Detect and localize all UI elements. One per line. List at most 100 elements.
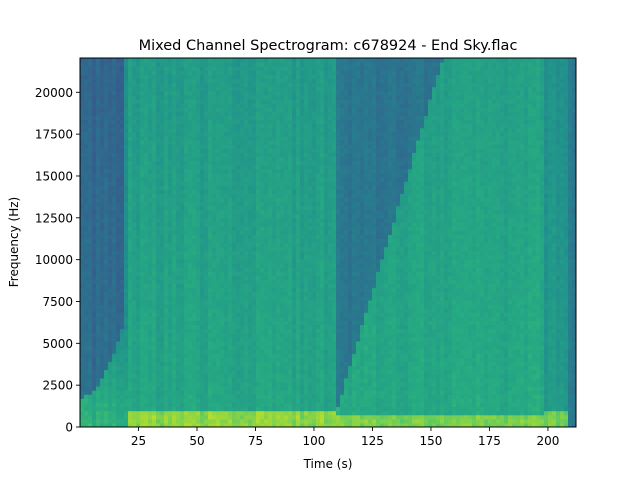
spectrogram-cell (112, 90, 117, 96)
spectrogram-cell (176, 156, 181, 162)
spectrogram-cell (140, 340, 145, 346)
spectrogram-cell (208, 230, 213, 235)
spectrogram-cell (240, 111, 245, 116)
spectrogram-cell (224, 361, 229, 367)
spectrogram-cell (92, 172, 97, 178)
spectrogram-cell (268, 291, 273, 297)
spectrogram-cell (280, 217, 285, 223)
spectrogram-cell (220, 66, 225, 71)
spectrogram-cell (280, 328, 285, 334)
spectrogram-cell (84, 70, 89, 75)
spectrogram-cell (180, 176, 185, 182)
spectrogram-cell (212, 103, 217, 108)
spectrogram-cell (84, 135, 89, 141)
spectrogram-cell (172, 422, 177, 427)
spectrogram-cell (164, 74, 169, 80)
spectrogram-cell (168, 312, 173, 317)
spectrogram-cell (204, 205, 209, 211)
spectrogram-cell (272, 267, 277, 272)
spectrogram-cell (280, 234, 285, 239)
spectrogram-cell (256, 406, 261, 412)
spectrogram-cell (180, 369, 185, 375)
spectrogram-cell (256, 312, 261, 317)
spectrogram-cell (272, 107, 277, 112)
spectrogram-cell (220, 160, 225, 166)
spectrogram-cell (136, 340, 141, 346)
spectrogram-cell (264, 291, 269, 297)
spectrogram-cell (180, 328, 185, 334)
spectrogram-cell (124, 312, 129, 317)
spectrogram-cell (292, 267, 297, 272)
spectrogram-cell (128, 254, 133, 260)
spectrogram-cell (104, 365, 109, 371)
spectrogram-cell (236, 312, 241, 317)
spectrogram-cell (120, 230, 125, 235)
spectrogram-cell (188, 176, 193, 182)
spectrogram-cell (232, 275, 237, 280)
spectrogram-cell (144, 103, 149, 108)
spectrogram-cell (148, 283, 153, 289)
spectrogram-cell (80, 176, 85, 182)
spectrogram-cell (212, 193, 217, 198)
spectrogram-cell (232, 189, 237, 194)
spectrogram-cell (204, 410, 209, 416)
spectrogram-cell (268, 340, 273, 346)
spectrogram-cell (204, 390, 209, 395)
spectrogram-cell (292, 213, 297, 219)
spectrogram-cell (272, 316, 277, 321)
spectrogram-cell (152, 94, 157, 100)
spectrogram-cell (256, 209, 261, 215)
spectrogram-cell (284, 398, 289, 403)
spectrogram-cell (256, 140, 261, 145)
spectrogram-cell (164, 193, 169, 198)
spectrogram-cell (248, 103, 253, 108)
spectrogram-cell (132, 398, 137, 403)
spectrogram-cell (256, 250, 261, 256)
spectrogram-cell (184, 201, 189, 207)
spectrogram-cell (264, 176, 269, 182)
spectrogram-cell (252, 189, 257, 194)
spectrogram-cell (228, 66, 233, 71)
spectrogram-cell (200, 381, 205, 387)
spectrogram-cell (192, 336, 197, 342)
spectrogram-cell (244, 222, 249, 227)
spectrogram-cell (280, 164, 285, 170)
spectrogram-cell (156, 291, 161, 297)
spectrogram-cell (168, 406, 173, 412)
spectrogram-cell (236, 291, 241, 297)
spectrogram-cell (272, 185, 277, 190)
spectrogram-cell (208, 148, 213, 153)
spectrogram-cell (228, 422, 233, 427)
spectrogram-cell (296, 172, 301, 178)
spectrogram-cell (100, 316, 105, 321)
spectrogram-cell (152, 62, 157, 67)
spectrogram-cell (296, 267, 301, 272)
spectrogram-cell (196, 406, 201, 412)
spectrogram-cell (104, 291, 109, 297)
spectrogram-cell (260, 119, 265, 125)
spectrogram-cell (108, 119, 113, 125)
spectrogram-cell (264, 197, 269, 203)
spectrogram-cell (116, 304, 121, 309)
spectrogram-cell (232, 373, 237, 379)
spectrogram-cell (216, 258, 221, 264)
spectrogram-cell (212, 320, 217, 326)
spectrogram-cell (300, 308, 305, 313)
spectrogram-cell (140, 373, 145, 379)
spectrogram-cell (148, 406, 153, 412)
spectrogram-cell (288, 422, 293, 427)
spectrogram-cell (128, 222, 133, 227)
spectrogram-cell (144, 201, 149, 207)
spectrogram-cell (92, 267, 97, 272)
spectrogram-cell (160, 176, 165, 182)
spectrogram-cell (164, 176, 169, 182)
spectrogram-cell (196, 250, 201, 256)
spectrogram-cell (256, 386, 261, 391)
spectrogram-cell (172, 258, 177, 264)
spectrogram-cell (220, 381, 225, 387)
spectrogram-cell (160, 345, 165, 350)
spectrogram-cell (252, 148, 257, 153)
spectrogram-cell (280, 58, 285, 63)
spectrogram-cell (100, 156, 105, 162)
spectrogram-cell (200, 418, 205, 424)
